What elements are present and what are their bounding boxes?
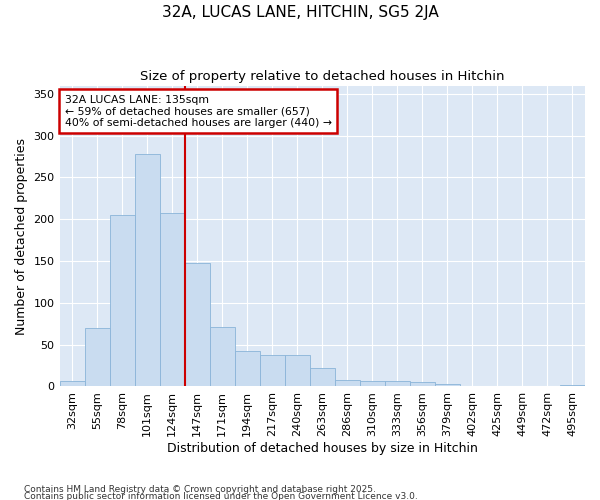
Text: Contains public sector information licensed under the Open Government Licence v3: Contains public sector information licen… <box>24 492 418 500</box>
Title: Size of property relative to detached houses in Hitchin: Size of property relative to detached ho… <box>140 70 505 83</box>
Bar <box>285 354 310 386</box>
Bar <box>560 385 585 386</box>
Bar <box>160 214 185 386</box>
Text: 32A, LUCAS LANE, HITCHIN, SG5 2JA: 32A, LUCAS LANE, HITCHIN, SG5 2JA <box>161 5 439 20</box>
Bar <box>310 368 335 386</box>
Bar <box>260 354 285 386</box>
Bar <box>209 327 235 386</box>
Bar <box>85 328 110 386</box>
Bar <box>360 380 385 386</box>
Bar <box>335 380 360 386</box>
Text: 32A LUCAS LANE: 135sqm
← 59% of detached houses are smaller (657)
40% of semi-de: 32A LUCAS LANE: 135sqm ← 59% of detached… <box>65 94 332 128</box>
X-axis label: Distribution of detached houses by size in Hitchin: Distribution of detached houses by size … <box>167 442 478 455</box>
Bar <box>59 380 85 386</box>
Bar <box>385 382 410 386</box>
Bar <box>134 154 160 386</box>
Bar <box>185 263 209 386</box>
Text: Contains HM Land Registry data © Crown copyright and database right 2025.: Contains HM Land Registry data © Crown c… <box>24 486 376 494</box>
Bar <box>235 352 260 386</box>
Y-axis label: Number of detached properties: Number of detached properties <box>15 138 28 334</box>
Bar <box>110 215 134 386</box>
Bar <box>410 382 435 386</box>
Bar <box>435 384 460 386</box>
